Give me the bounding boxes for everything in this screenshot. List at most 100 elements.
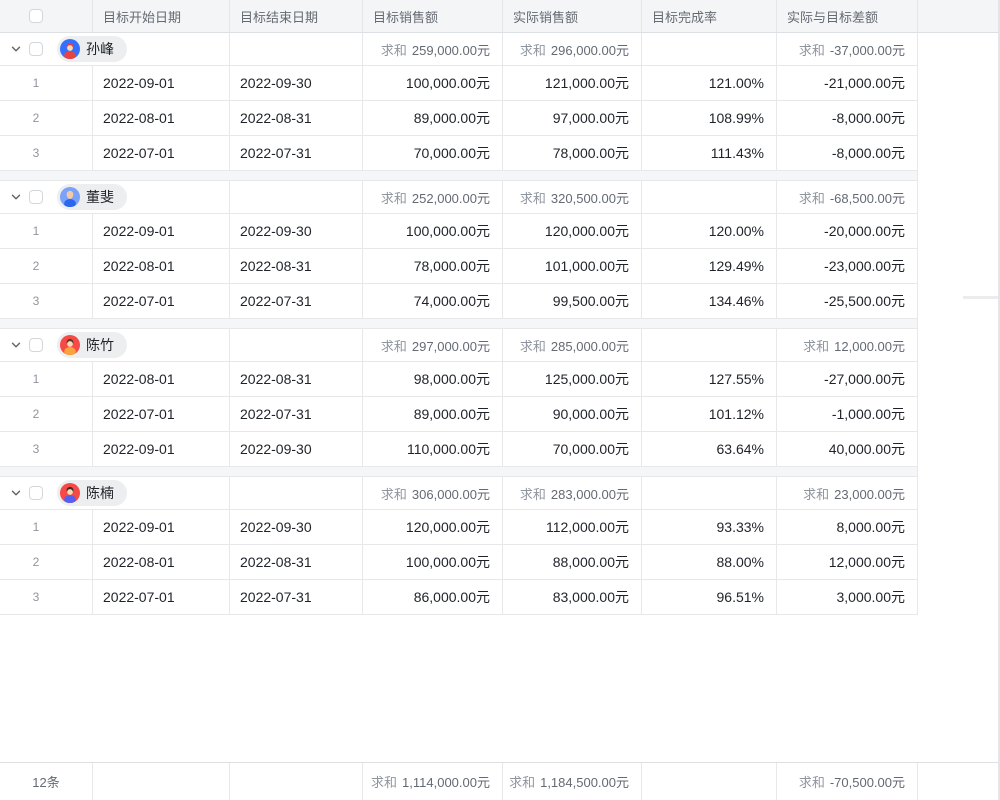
select-all-checkbox[interactable] — [29, 9, 43, 23]
cell-start-date[interactable]: 2022-09-01 — [93, 66, 230, 100]
cell-target-sales[interactable]: 110,000.00元 — [363, 432, 503, 466]
cell-end-date[interactable]: 2022-08-31 — [230, 545, 363, 579]
chevron-down-icon[interactable] — [10, 487, 22, 499]
group-header-row[interactable]: 陈竹 求和 297,000.00元 求和 285,000.00元 求和 12,000.00元 — [0, 329, 918, 362]
cell-start-date[interactable]: 2022-09-01 — [93, 432, 230, 466]
cell-end-date[interactable]: 2022-08-31 — [230, 101, 363, 135]
cell-start-date[interactable]: 2022-08-01 — [93, 362, 230, 396]
cell-end-date[interactable]: 2022-08-31 — [230, 249, 363, 283]
cell-completion-rate[interactable]: 93.33% — [642, 510, 777, 544]
column-header-start-date[interactable]: 目标开始日期 — [93, 0, 230, 32]
row-index[interactable]: 3 — [0, 284, 93, 318]
group-sum-cell[interactable]: 求和 296,000.00元 — [503, 33, 642, 65]
cell-end-date[interactable]: 2022-07-31 — [230, 284, 363, 318]
cell-actual-sales[interactable]: 83,000.00元 — [503, 580, 642, 614]
cell-completion-rate[interactable]: 108.99% — [642, 101, 777, 135]
group-checkbox[interactable] — [29, 338, 43, 352]
row-index[interactable]: 1 — [0, 362, 93, 396]
cell-actual-sales[interactable]: 121,000.00元 — [503, 66, 642, 100]
cell-completion-rate[interactable]: 120.00% — [642, 214, 777, 248]
row-index[interactable]: 1 — [0, 214, 93, 248]
cell-start-date[interactable]: 2022-07-01 — [93, 136, 230, 170]
row-index[interactable]: 2 — [0, 249, 93, 283]
row-index[interactable]: 3 — [0, 580, 93, 614]
cell-difference[interactable]: 40,000.00元 — [777, 432, 918, 466]
cell-target-sales[interactable]: 120,000.00元 — [363, 510, 503, 544]
cell-target-sales[interactable]: 70,000.00元 — [363, 136, 503, 170]
row-index[interactable]: 3 — [0, 432, 93, 466]
cell-difference[interactable]: -23,000.00元 — [777, 249, 918, 283]
group-sum-cell[interactable]: 求和 -37,000.00元 — [777, 33, 918, 65]
cell-completion-rate[interactable]: 111.43% — [642, 136, 777, 170]
cell-target-sales[interactable]: 89,000.00元 — [363, 397, 503, 431]
cell-end-date[interactable]: 2022-09-30 — [230, 510, 363, 544]
cell-actual-sales[interactable]: 120,000.00元 — [503, 214, 642, 248]
row-index[interactable]: 2 — [0, 545, 93, 579]
cell-difference[interactable]: 3,000.00元 — [777, 580, 918, 614]
cell-actual-sales[interactable]: 125,000.00元 — [503, 362, 642, 396]
cell-difference[interactable]: -8,000.00元 — [777, 136, 918, 170]
cell-actual-sales[interactable]: 97,000.00元 — [503, 101, 642, 135]
cell-target-sales[interactable]: 78,000.00元 — [363, 249, 503, 283]
column-header-completion-rate[interactable]: 目标完成率 — [642, 0, 777, 32]
cell-start-date[interactable]: 2022-07-01 — [93, 397, 230, 431]
cell-completion-rate[interactable]: 101.12% — [642, 397, 777, 431]
cell-end-date[interactable]: 2022-07-31 — [230, 580, 363, 614]
cell-target-sales[interactable]: 100,000.00元 — [363, 545, 503, 579]
cell-target-sales[interactable]: 74,000.00元 — [363, 284, 503, 318]
group-sum-cell[interactable]: 求和 259,000.00元 — [363, 33, 503, 65]
row-index[interactable]: 1 — [0, 66, 93, 100]
group-sum-cell[interactable]: 求和 252,000.00元 — [363, 181, 503, 213]
footer-sum-target-sales[interactable]: 求和 1,114,000.00元 — [363, 763, 503, 800]
cell-end-date[interactable]: 2022-07-31 — [230, 136, 363, 170]
cell-completion-rate[interactable]: 134.46% — [642, 284, 777, 318]
group-sum-cell[interactable]: 求和 297,000.00元 — [363, 329, 503, 361]
cell-end-date[interactable]: 2022-09-30 — [230, 66, 363, 100]
cell-start-date[interactable]: 2022-09-01 — [93, 214, 230, 248]
cell-completion-rate[interactable]: 121.00% — [642, 66, 777, 100]
cell-difference[interactable]: -8,000.00元 — [777, 101, 918, 135]
group-checkbox[interactable] — [29, 42, 43, 56]
chevron-down-icon[interactable] — [10, 339, 22, 351]
footer-sum-actual-sales[interactable]: 求和 1,184,500.00元 — [503, 763, 642, 800]
cell-target-sales[interactable]: 86,000.00元 — [363, 580, 503, 614]
group-sum-cell[interactable]: 求和 320,500.00元 — [503, 181, 642, 213]
cell-difference[interactable]: -27,000.00元 — [777, 362, 918, 396]
footer-sum-difference[interactable]: 求和 -70,500.00元 — [777, 763, 918, 800]
cell-end-date[interactable]: 2022-09-30 — [230, 432, 363, 466]
cell-difference[interactable]: -1,000.00元 — [777, 397, 918, 431]
cell-target-sales[interactable]: 100,000.00元 — [363, 66, 503, 100]
group-header-row[interactable]: 董斐 求和 252,000.00元 求和 320,500.00元 求和 -68,500.00… — [0, 181, 918, 214]
row-index[interactable]: 1 — [0, 510, 93, 544]
cell-actual-sales[interactable]: 99,500.00元 — [503, 284, 642, 318]
cell-difference[interactable]: 8,000.00元 — [777, 510, 918, 544]
cell-actual-sales[interactable]: 70,000.00元 — [503, 432, 642, 466]
group-sum-cell[interactable]: 求和 285,000.00元 — [503, 329, 642, 361]
person-tag[interactable]: 孙峰 — [57, 36, 127, 62]
cell-end-date[interactable]: 2022-08-31 — [230, 362, 363, 396]
row-index[interactable]: 3 — [0, 136, 93, 170]
group-sum-cell[interactable]: 求和 283,000.00元 — [503, 477, 642, 509]
group-sum-cell[interactable]: 求和 306,000.00元 — [363, 477, 503, 509]
cell-actual-sales[interactable]: 78,000.00元 — [503, 136, 642, 170]
column-header-actual-sales[interactable]: 实际销售额 — [503, 0, 642, 32]
cell-end-date[interactable]: 2022-09-30 — [230, 214, 363, 248]
group-header-row[interactable]: 陈楠 求和 306,000.00元 求和 283,000.00元 求和 23,000.00元 — [0, 477, 918, 510]
cell-completion-rate[interactable]: 127.55% — [642, 362, 777, 396]
cell-actual-sales[interactable]: 101,000.00元 — [503, 249, 642, 283]
cell-start-date[interactable]: 2022-08-01 — [93, 545, 230, 579]
scrollbar[interactable] — [963, 296, 998, 299]
cell-completion-rate[interactable]: 63.64% — [642, 432, 777, 466]
cell-target-sales[interactable]: 89,000.00元 — [363, 101, 503, 135]
column-header-end-date[interactable]: 目标结束日期 — [230, 0, 363, 32]
group-sum-cell[interactable]: 求和 12,000.00元 — [777, 329, 918, 361]
person-tag[interactable]: 陈楠 — [57, 480, 127, 506]
cell-actual-sales[interactable]: 90,000.00元 — [503, 397, 642, 431]
column-header-difference[interactable]: 实际与目标差额 — [777, 0, 918, 32]
cell-end-date[interactable]: 2022-07-31 — [230, 397, 363, 431]
cell-target-sales[interactable]: 98,000.00元 — [363, 362, 503, 396]
column-header-target-sales[interactable]: 目标销售额 — [363, 0, 503, 32]
cell-completion-rate[interactable]: 88.00% — [642, 545, 777, 579]
cell-difference[interactable]: -20,000.00元 — [777, 214, 918, 248]
cell-start-date[interactable]: 2022-09-01 — [93, 510, 230, 544]
